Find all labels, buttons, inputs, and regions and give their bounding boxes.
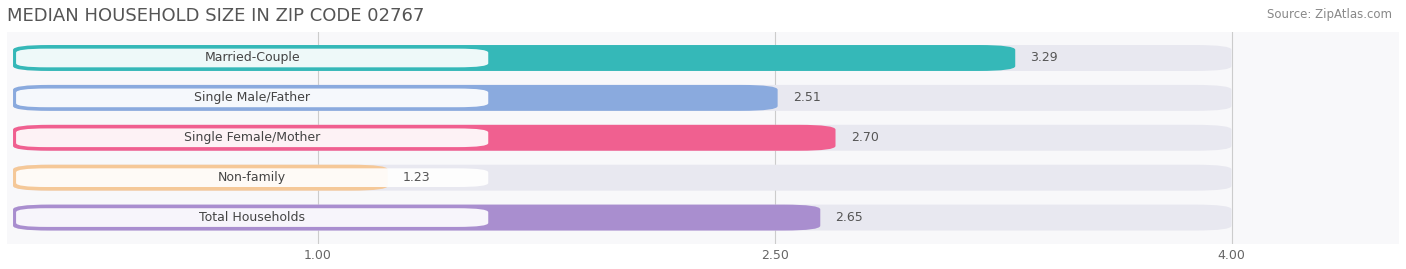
FancyBboxPatch shape [15,168,488,187]
FancyBboxPatch shape [13,45,1232,71]
Text: MEDIAN HOUSEHOLD SIZE IN ZIP CODE 02767: MEDIAN HOUSEHOLD SIZE IN ZIP CODE 02767 [7,7,425,25]
Text: Single Female/Mother: Single Female/Mother [184,131,321,144]
FancyBboxPatch shape [13,165,388,191]
FancyBboxPatch shape [13,205,820,231]
FancyBboxPatch shape [15,128,488,147]
FancyBboxPatch shape [13,85,1232,111]
Text: 2.65: 2.65 [835,211,863,224]
FancyBboxPatch shape [13,45,1015,71]
Text: Single Male/Father: Single Male/Father [194,91,311,104]
Text: 2.70: 2.70 [851,131,879,144]
Text: 3.29: 3.29 [1031,51,1059,65]
Text: Married-Couple: Married-Couple [204,51,299,65]
FancyBboxPatch shape [15,89,488,107]
FancyBboxPatch shape [13,85,778,111]
FancyBboxPatch shape [13,125,835,151]
FancyBboxPatch shape [13,205,1232,231]
Text: Source: ZipAtlas.com: Source: ZipAtlas.com [1267,8,1392,21]
Text: Non-family: Non-family [218,171,287,184]
Text: 1.23: 1.23 [404,171,430,184]
Text: 2.51: 2.51 [793,91,821,104]
FancyBboxPatch shape [13,165,1232,191]
FancyBboxPatch shape [15,49,488,67]
FancyBboxPatch shape [15,208,488,227]
Text: Total Households: Total Households [200,211,305,224]
FancyBboxPatch shape [13,125,1232,151]
